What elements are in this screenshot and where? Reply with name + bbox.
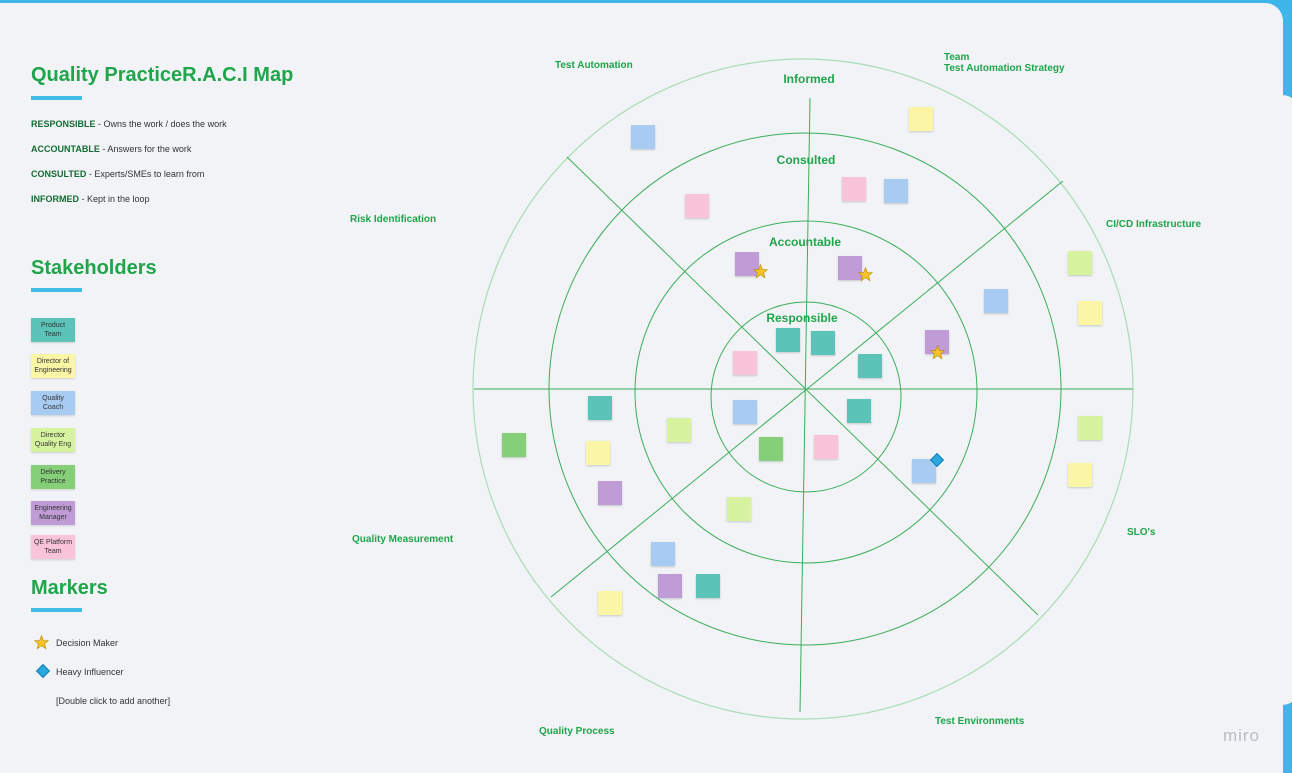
board-edge xyxy=(1270,95,1292,705)
role-term: RESPONSIBLE xyxy=(31,119,96,129)
axis-vertical xyxy=(799,97,811,713)
decision-maker-star-icon[interactable] xyxy=(858,267,873,282)
segment-cicd: CI/CD Infrastructure xyxy=(1106,219,1202,230)
responsible-ring xyxy=(710,301,902,493)
accountable-ring xyxy=(634,220,978,564)
role-definition-informed: INFORMED - Kept in the loop xyxy=(31,194,150,204)
sticky-note[interactable] xyxy=(586,441,610,465)
markers-heading: Markers xyxy=(31,577,108,599)
stakeholder-sticker[interactable]: Director Quality Eng xyxy=(31,428,75,452)
ring-label-responsible: Responsible xyxy=(766,311,838,325)
sticky-note[interactable] xyxy=(1068,463,1092,487)
stakeholders-underline xyxy=(31,288,82,292)
sticky-note[interactable] xyxy=(842,177,866,201)
role-description: - Experts/SMEs to learn from xyxy=(86,169,205,179)
segment-quality-measurement: Quality Measurement xyxy=(352,534,454,545)
segment-test-automation: Test Automation xyxy=(555,60,633,71)
sticky-note[interactable] xyxy=(727,497,751,521)
role-term: CONSULTED xyxy=(31,169,87,179)
sticky-note[interactable] xyxy=(984,289,1008,313)
sticky-note[interactable] xyxy=(667,418,691,442)
role-description: - Owns the work / does the work xyxy=(95,119,227,129)
sticky-note[interactable] xyxy=(598,481,622,505)
decision-maker-star-icon[interactable] xyxy=(930,345,945,360)
stakeholders-heading: Stakeholders xyxy=(31,257,157,279)
role-definition-consulted: CONSULTED - Experts/SMEs to learn from xyxy=(31,169,204,179)
sticky-note[interactable] xyxy=(588,396,612,420)
stakeholder-sticker[interactable]: Product Team xyxy=(31,318,75,342)
segment-risk-identification: Risk Identification xyxy=(350,214,437,225)
axis-diagonal-2 xyxy=(550,180,1064,598)
sticky-note[interactable] xyxy=(735,252,759,276)
sticky-note[interactable] xyxy=(1078,301,1102,325)
sticky-note[interactable] xyxy=(696,574,720,598)
sticky-note[interactable] xyxy=(598,591,622,615)
ring-label-accountable: Accountable xyxy=(768,235,842,249)
stakeholder-sticker[interactable]: Quality Coach xyxy=(31,391,75,415)
sticky-note[interactable] xyxy=(685,194,709,218)
sticky-note[interactable] xyxy=(1078,416,1102,440)
sticky-note[interactable] xyxy=(776,328,800,352)
page-title: Quality PracticeR.A.C.I Map xyxy=(31,64,294,86)
sticky-note[interactable] xyxy=(909,107,933,131)
decision-maker-label: Decision Maker xyxy=(56,638,119,648)
sticky-note[interactable] xyxy=(651,542,675,566)
ring-label-informed: Informed xyxy=(783,72,835,86)
role-definition-responsible: RESPONSIBLE - Owns the work / does the w… xyxy=(31,119,227,129)
segment-team-strategy: Team Test Automation Strategy xyxy=(944,52,1065,74)
markers-underline xyxy=(31,608,82,612)
sticky-note[interactable] xyxy=(502,433,526,457)
sticky-note[interactable] xyxy=(631,125,655,149)
sticky-note[interactable] xyxy=(733,351,757,375)
segment-test-environments: Test Environments xyxy=(935,716,1025,727)
heavy-influencer-label: Heavy Influencer xyxy=(56,667,124,677)
sticky-note[interactable] xyxy=(847,399,871,423)
segment-quality-process: Quality Process xyxy=(539,726,615,737)
decision-maker-star-icon[interactable] xyxy=(34,635,49,650)
role-description: - Kept in the loop xyxy=(79,194,150,204)
sticky-note[interactable] xyxy=(858,354,882,378)
ring-label-consulted: Consulted xyxy=(776,153,836,167)
decision-maker-star-icon[interactable] xyxy=(753,264,768,279)
role-term: ACCOUNTABLE xyxy=(31,144,100,154)
sticky-note[interactable] xyxy=(838,256,862,280)
role-definition-accountable: ACCOUNTABLE - Answers for the work xyxy=(31,144,191,154)
stakeholder-sticker[interactable]: Director of Engineering xyxy=(31,354,75,378)
sticky-note[interactable] xyxy=(1068,251,1092,275)
sticky-note[interactable] xyxy=(733,400,757,424)
segment-slos: SLO's xyxy=(1127,527,1156,538)
miro-logo: miro xyxy=(1222,726,1260,745)
role-description: - Answers for the work xyxy=(99,144,192,154)
stakeholder-sticker[interactable]: Delivery Practice xyxy=(31,465,75,489)
axis-diagonal-1 xyxy=(566,156,1039,616)
sticky-note[interactable] xyxy=(814,435,838,459)
role-term: INFORMED xyxy=(31,194,79,204)
sticky-note[interactable] xyxy=(658,574,682,598)
sticky-note[interactable] xyxy=(884,179,908,203)
stakeholder-sticker[interactable]: Engineering Manager xyxy=(31,501,75,525)
sticky-note[interactable] xyxy=(759,437,783,461)
sticky-note[interactable] xyxy=(811,331,835,355)
stakeholder-sticker[interactable]: QE Platform Team xyxy=(31,535,75,559)
add-marker-hint[interactable]: [Double click to add another] xyxy=(56,696,171,706)
title-underline xyxy=(31,96,82,100)
